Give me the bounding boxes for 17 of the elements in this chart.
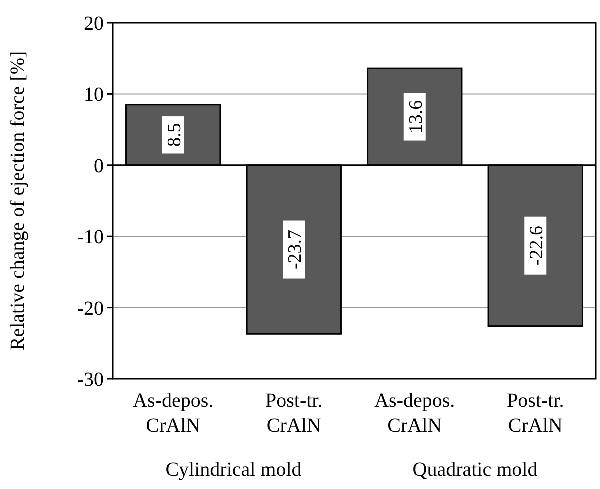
y-tick-label: -10 — [77, 226, 104, 249]
y-tick-label: 0 — [94, 155, 104, 178]
y-tick-label: 20 — [84, 13, 104, 35]
text: Quadratic mold — [412, 459, 538, 481]
y-tick-label: -30 — [77, 369, 104, 391]
text: Cylindrical mold — [166, 459, 302, 481]
y-axis-title: Relative change of ejection force [%] — [7, 51, 29, 351]
y-tick-label: 10 — [84, 84, 104, 106]
data-label: -22.6 — [526, 226, 548, 266]
x-tick-label: Post-tr. CrAlN — [266, 390, 323, 437]
data-label: 13.6 — [406, 100, 427, 134]
data-label: 8.5 — [164, 123, 186, 148]
x-tick-label: As-depos. CrAlN — [374, 390, 456, 437]
y-tick-label: -20 — [77, 298, 104, 320]
x-tick-label: Post-tr. CrAlN — [507, 390, 564, 437]
x-tick-label: As-depos. CrAlN — [133, 390, 214, 437]
data-label: -23.7 — [285, 230, 306, 270]
